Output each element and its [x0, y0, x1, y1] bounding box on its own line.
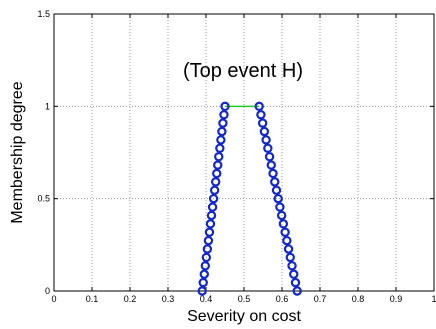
data-point — [198, 277, 208, 288]
data-point — [220, 101, 230, 112]
data-point — [289, 269, 299, 279]
data-point — [257, 118, 268, 128]
data-point — [218, 118, 228, 128]
x-tick-label: 0.8 — [352, 294, 365, 304]
data-point — [282, 235, 292, 246]
data-point — [261, 135, 271, 145]
data-point — [217, 126, 227, 137]
x-tick-label: 0.3 — [162, 294, 175, 304]
data-point — [268, 168, 278, 179]
data-point — [264, 151, 275, 162]
data-point — [208, 193, 219, 204]
grid-lines — [54, 14, 434, 291]
data-point — [266, 160, 276, 170]
data-point — [216, 135, 226, 145]
x-tick-label: 0 — [51, 294, 56, 304]
data-point — [202, 244, 213, 254]
x-tick-label: 0.2 — [124, 294, 137, 304]
data-point — [283, 244, 294, 254]
data-point — [215, 143, 225, 154]
y-tick-label: 0.5 — [37, 194, 50, 204]
data-point — [201, 252, 212, 263]
data-point — [271, 185, 282, 195]
data-point — [276, 210, 287, 221]
x-tick-label: 0.5 — [238, 294, 251, 304]
data-point — [204, 227, 215, 237]
data-point — [280, 227, 290, 237]
data-point — [287, 261, 297, 271]
y-tick-label: 1.5 — [37, 9, 50, 19]
data-point — [200, 261, 211, 271]
y-tick-label: 1 — [45, 101, 50, 111]
data-point — [203, 235, 214, 246]
data-point — [292, 286, 302, 296]
data-point — [206, 210, 217, 221]
data-point — [263, 143, 273, 154]
x-tick-label: 0.4 — [200, 294, 213, 304]
data-point — [256, 110, 266, 120]
data-point — [212, 168, 222, 179]
x-tick-label: 0.1 — [86, 294, 99, 304]
data-point — [219, 110, 229, 120]
data-point — [275, 202, 285, 212]
data-point — [290, 277, 301, 288]
data-point — [205, 219, 216, 229]
data-point — [278, 219, 289, 229]
x-tick-label: 0.7 — [314, 294, 327, 304]
y-axis-label: Membership degree — [9, 81, 26, 223]
data-point — [273, 193, 283, 204]
data-point — [285, 252, 295, 263]
data-point — [254, 101, 264, 112]
data-point — [210, 177, 221, 187]
x-tick-label: 0.6 — [276, 294, 289, 304]
data-point — [270, 177, 280, 187]
x-tick-label: 0.9 — [390, 294, 403, 304]
data-point — [209, 185, 220, 195]
data-point — [199, 269, 209, 279]
data-series — [197, 101, 302, 296]
data-point — [214, 151, 224, 162]
data-point — [197, 286, 207, 296]
data-point — [259, 126, 270, 137]
axis-ticks: 0 0.1 0.2 0.3 0.4 0.5 0.6 0.7 0.8 0.9 1 0 0.5 1 1.5 — [37, 9, 436, 304]
chart-annotation: (Top event H) — [183, 60, 303, 82]
y-tick-label: 0 — [45, 286, 50, 296]
x-tick-label: 1 — [431, 294, 436, 304]
data-point — [207, 202, 218, 212]
data-point — [213, 160, 223, 170]
x-axis-label: Severity on cost — [187, 308, 301, 325]
